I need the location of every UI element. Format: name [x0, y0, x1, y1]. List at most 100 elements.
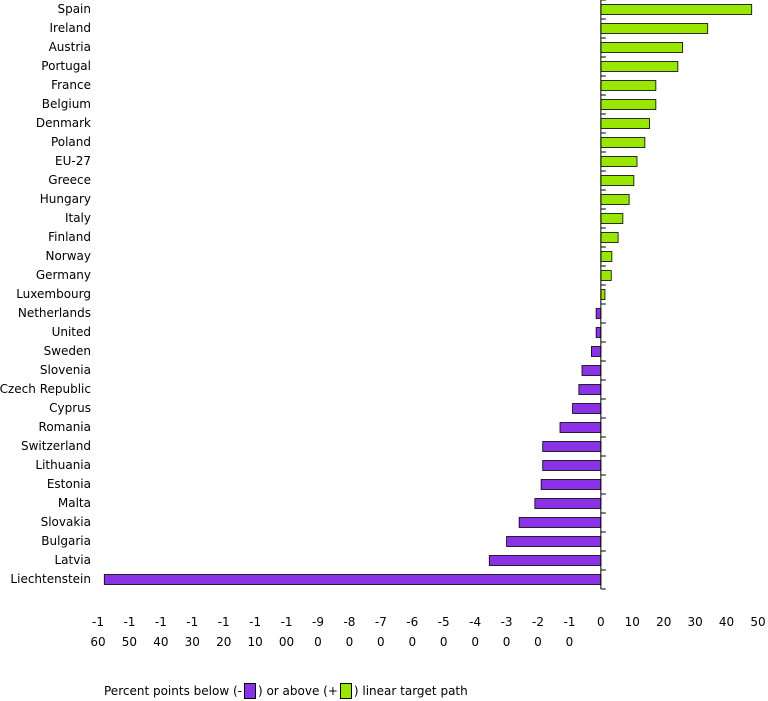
category-label: EU-27 [55, 154, 91, 168]
category-label: Estonia [47, 477, 91, 491]
category-label: Cyprus [49, 401, 91, 415]
x-tick-label-line2: 40 [153, 635, 168, 649]
category-label: Slovakia [41, 515, 91, 529]
x-tick-label: -8 [343, 615, 355, 629]
bar-germany [600, 270, 612, 281]
bar-france [600, 80, 657, 91]
category-label: Malta [58, 496, 91, 510]
category-label: Czech Republic [0, 382, 91, 396]
bar-eu-27 [600, 156, 638, 167]
x-tick-label: 20 [656, 615, 671, 629]
bar-bulgaria [506, 536, 602, 547]
x-tick-label: -1 [155, 615, 167, 629]
category-label: Latvia [54, 553, 91, 567]
legend-swatch-below [243, 683, 256, 699]
category-label: Bulgaria [41, 534, 91, 548]
legend-swatch-above [339, 683, 352, 699]
category-label: Hungary [40, 192, 91, 206]
category-label: Spain [57, 2, 91, 16]
bar-belgium [600, 99, 657, 110]
category-label: Denmark [36, 116, 91, 130]
legend: Percent points below (- ) or above (+ ) li… [104, 683, 468, 701]
legend-text-target: ) linear target path [353, 684, 468, 698]
bar-estonia [540, 479, 602, 490]
bar-denmark [600, 118, 650, 129]
bar-switzerland [542, 441, 602, 452]
bar-sweden [591, 346, 602, 357]
category-label: Portugal [41, 59, 91, 73]
x-tick-label-line2: 0 [377, 635, 385, 649]
x-tick-label: 0 [597, 615, 605, 629]
legend-text-above: ) or above (+ [257, 684, 338, 698]
x-tick-labels: -160-150-140-130-120-110-100-90-80-70-60… [90, 615, 765, 649]
x-tick-label: -9 [312, 615, 324, 629]
category-label: Austria [49, 40, 91, 54]
bar-italy [600, 213, 624, 224]
x-tick-label-line2: 50 [122, 635, 137, 649]
category-label: Norway [45, 249, 91, 263]
x-tick-label: -1 [92, 615, 104, 629]
category-label: United [52, 325, 91, 339]
x-tick-label-line2: 0 [408, 635, 416, 649]
x-tick-label-line2: 60 [90, 635, 105, 649]
bar-finland [600, 232, 619, 243]
axes [600, 0, 606, 590]
bar-poland [600, 137, 646, 148]
bar-chart: Spain Ireland Austria Portugal France Belgium… [0, 0, 766, 649]
bar-liechtenstein [103, 574, 602, 585]
x-tick-label-line2: 0 [471, 635, 479, 649]
bar-romania [559, 422, 602, 433]
x-tick-label-line2: 0 [440, 635, 448, 649]
x-tick-label: -5 [438, 615, 450, 629]
x-tick-label-line2: 00 [279, 635, 294, 649]
x-tick-label-line2: 0 [566, 635, 574, 649]
category-label: Lithuania [35, 458, 91, 472]
x-tick-label-line2: 10 [248, 635, 263, 649]
category-label: Slovenia [40, 363, 91, 377]
bar-malta [534, 498, 602, 509]
x-tick-label: -3 [501, 615, 513, 629]
category-label: Belgium [42, 97, 91, 111]
x-tick-label: 10 [625, 615, 640, 629]
category-label: Switzerland [21, 439, 91, 453]
x-tick-label-line2: 20 [216, 635, 231, 649]
category-label: Ireland [49, 21, 91, 35]
category-labels: Spain Ireland Austria Portugal France Belgium… [0, 2, 91, 586]
bar-cyprus [572, 403, 602, 414]
x-tick-label: -1 [563, 615, 575, 629]
category-label: Poland [51, 135, 91, 149]
x-tick-label: -2 [532, 615, 544, 629]
x-tick-label: -1 [281, 615, 293, 629]
bar-ireland [600, 23, 709, 34]
x-tick-label: -7 [375, 615, 387, 629]
x-tick-label: 30 [688, 615, 703, 629]
category-label: Romania [39, 420, 91, 434]
x-tick-label: -1 [249, 615, 261, 629]
bar-spain [600, 4, 753, 15]
bar-latvia [488, 555, 602, 566]
x-tick-label: -1 [123, 615, 135, 629]
bar-slovakia [518, 517, 602, 528]
bar-united [595, 327, 602, 338]
category-label: Germany [36, 268, 91, 282]
category-label: Sweden [44, 344, 91, 358]
bar-luxembourg [600, 289, 606, 300]
x-tick-label-line2: 0 [534, 635, 542, 649]
x-tick-label: -6 [406, 615, 418, 629]
bar-greece [600, 175, 635, 186]
category-label: Italy [65, 211, 91, 225]
category-label: Finland [48, 230, 91, 244]
legend-text-below: Percent points below (- [104, 684, 242, 698]
bar-hungary [600, 194, 630, 205]
bar-slovenia [581, 365, 602, 376]
x-tick-label-line2: 30 [185, 635, 200, 649]
bar-lithuania [542, 460, 602, 471]
x-tick-label: 40 [719, 615, 734, 629]
x-tick-label: 50 [750, 615, 765, 629]
category-label: Netherlands [18, 306, 91, 320]
x-tick-label-line2: 0 [503, 635, 511, 649]
x-tick-label: -1 [218, 615, 230, 629]
bar-portugal [600, 61, 679, 72]
x-tick-label: -4 [469, 615, 481, 629]
category-label: Liechtenstein [10, 572, 91, 586]
